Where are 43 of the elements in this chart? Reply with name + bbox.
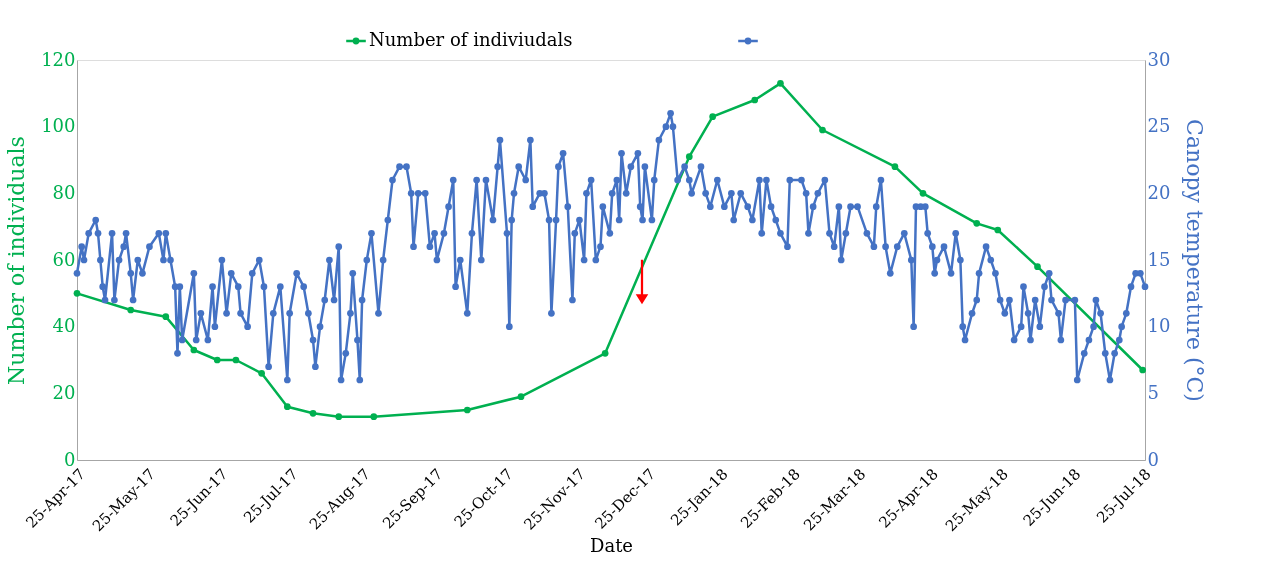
- y-tick-label: 100: [41, 115, 76, 137]
- point: [1034, 263, 1041, 271]
- point: [127, 306, 135, 314]
- point: [232, 356, 240, 364]
- point: [777, 79, 784, 87]
- point: [751, 96, 759, 104]
- y2-tick-label: 10: [1147, 315, 1171, 337]
- point: [190, 346, 198, 354]
- point: [819, 126, 826, 134]
- point: [309, 409, 317, 417]
- point: [258, 369, 265, 377]
- y2-tick-label: 15: [1147, 248, 1171, 270]
- point: [213, 356, 221, 364]
- point: [973, 219, 981, 227]
- point: [919, 189, 927, 197]
- y-tick-label: 40: [52, 315, 76, 337]
- point: [891, 163, 899, 171]
- y2-tick-label: 20: [1147, 181, 1171, 203]
- legend-label: Number of indiviudals: [369, 29, 573, 50]
- point: [463, 406, 471, 414]
- point: [1139, 366, 1147, 374]
- y2-tick-label: 30: [1147, 48, 1171, 70]
- point: [685, 153, 693, 161]
- point: [994, 226, 1002, 234]
- y-tick-label: 80: [52, 181, 76, 203]
- y-tick-label: 0: [64, 448, 76, 470]
- y2-tick-label: 25: [1147, 115, 1171, 137]
- point: [709, 113, 717, 121]
- point: [162, 313, 170, 321]
- point: [283, 403, 291, 411]
- y-axis-title: Number of individuals: [4, 136, 30, 385]
- point: [370, 413, 378, 421]
- y-tick-label: 60: [52, 248, 76, 270]
- y2-tick-label: 5: [1147, 381, 1159, 403]
- point: [601, 349, 609, 357]
- point: [335, 413, 343, 421]
- point: [73, 289, 81, 297]
- y2-tick-label: 0: [1147, 448, 1159, 470]
- y-tick-label: 120: [41, 48, 76, 70]
- x-axis-title: Date: [589, 535, 634, 557]
- y2-axis-title: Canopy temperature (°C): [1182, 119, 1208, 402]
- y-tick-label: 20: [52, 381, 76, 403]
- point: [517, 393, 525, 401]
